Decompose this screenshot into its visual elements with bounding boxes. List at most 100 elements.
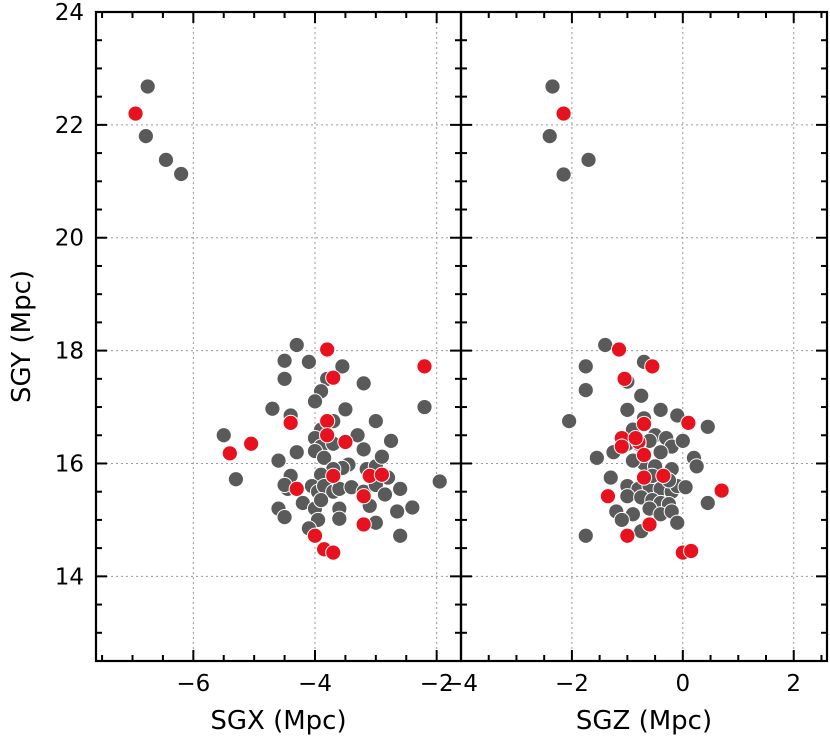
gray-point [392,480,409,497]
x-tick-label: −2 [420,671,454,697]
plot-frame [459,10,829,663]
gray-point [312,492,330,509]
gray-point [331,510,348,527]
gray-point [227,471,245,488]
gray-point [215,427,232,444]
gray-point [306,393,324,410]
gray-point [544,78,561,95]
gray-point [288,336,305,354]
red-point [325,467,342,484]
gray-point [577,382,594,399]
gray-point [652,444,669,461]
gray-point [276,508,293,526]
red-point [599,488,617,505]
red-point [635,415,653,433]
gray-point [276,352,293,369]
gray-point [619,488,636,505]
y-tick-label: 14 [55,564,84,590]
gray-point [561,413,578,430]
y-tick-label: 18 [55,339,84,365]
gray-point [404,499,421,516]
red-point [635,469,653,486]
gray-point [367,413,384,430]
red-point [243,435,260,452]
y-tick-label: 16 [55,451,84,477]
x-axis-label: SGZ (Mpc) [576,706,712,736]
gray-point [355,375,372,392]
x-axis-label: SGX (Mpc) [210,706,346,736]
gray-point [555,166,572,183]
left-panel: −6 −4 −2 14 16 18 20 22 24 SGX (Mpc) SGY (Mpc) [7,0,463,736]
red-point [127,105,144,122]
red-point [282,414,299,431]
gray-point [619,401,636,418]
gray-point [355,441,372,458]
red-point [619,527,636,544]
red-point [713,482,730,499]
red-point [613,438,630,455]
x-tick-label: 2 [786,671,801,697]
gray-point [157,151,175,168]
gray-point [373,448,391,465]
red-point [355,516,372,533]
red-point [644,358,661,375]
gray-point [337,401,354,418]
x-tick-label: −4 [298,671,332,697]
gray-point [633,387,650,404]
gray-point [669,514,686,531]
gray-point [699,494,716,512]
red-point [355,488,372,505]
gray-point [674,432,691,450]
red-point [319,413,336,430]
red-point [221,445,238,462]
gray-point [376,486,394,503]
gray-point [580,151,597,168]
red-point [627,429,644,447]
y-axis-label: SGY (Mpc) [7,270,37,403]
gray-point [416,398,433,416]
gray-point [541,128,558,145]
gray-point [602,469,619,486]
right-panel: −4 −2 0 2 SGZ (Mpc) [444,10,829,736]
gray-point [431,473,448,490]
gray-point [276,370,293,387]
gray-point [577,527,594,544]
gray-point [669,407,686,424]
red-point [655,467,672,484]
gray-point [597,336,614,354]
red-point [616,370,633,387]
red-point [416,358,433,375]
gray-point [699,418,716,435]
red-point [635,446,653,464]
red-point [306,527,324,544]
gray-point [392,527,409,544]
gray-point [349,427,366,444]
gray-point [139,78,156,95]
y-tick-label: 22 [55,113,84,139]
gray-point [270,452,287,469]
gray-point [288,444,305,461]
gray-point [173,165,190,183]
red-point [319,427,336,444]
gray-point [316,449,333,466]
gray-point [137,128,154,145]
gray-point [389,503,406,520]
red-point [641,516,658,533]
x-tick-label: −2 [555,671,589,697]
plot-frame [94,10,463,663]
gray-point [264,400,281,417]
gray-point [677,479,694,496]
gray-point [652,401,669,418]
red-point [325,544,342,561]
gray-point [688,458,705,475]
gray-point [588,449,605,466]
gray-point [334,358,351,375]
red-point [555,105,572,122]
red-point [680,414,697,431]
gray-point [382,432,400,450]
red-point [683,542,700,560]
gray-point [577,358,594,375]
red-point [319,341,336,358]
y-tick-label: 20 [55,226,84,252]
